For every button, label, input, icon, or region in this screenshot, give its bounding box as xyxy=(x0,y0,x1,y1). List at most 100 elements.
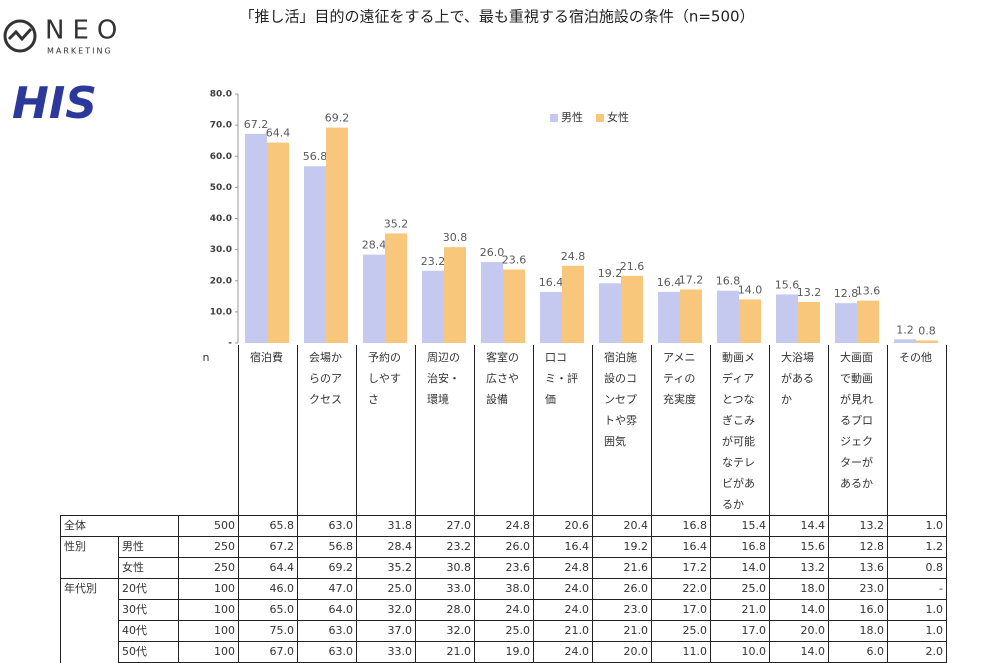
legend-label: 男性 xyxy=(561,110,583,124)
n-cell: 250 xyxy=(178,557,239,579)
legend-swatch xyxy=(550,114,558,122)
value-cell: 24.0 xyxy=(533,599,593,621)
value-cell: 14.0 xyxy=(769,641,829,663)
bar xyxy=(776,294,798,343)
category-header: 予約のしやすさ xyxy=(356,345,416,516)
value-cell: 25.0 xyxy=(710,578,770,600)
value-cell: 6.0 xyxy=(828,641,888,663)
value-cell: 19.0 xyxy=(474,641,534,663)
group-label: 年代別 xyxy=(60,578,119,663)
value-cell: 24.8 xyxy=(474,515,534,537)
header-blank xyxy=(61,345,179,516)
value-cell: 13.6 xyxy=(828,557,888,579)
bar xyxy=(267,142,289,343)
chart-title: 「推し活」目的の遠征をする上で、最も重視する宿泊施設の条件（n=500） xyxy=(239,8,754,26)
value-cell: 14.4 xyxy=(769,515,829,537)
bar xyxy=(363,254,385,343)
neo-logo-mark xyxy=(7,27,33,42)
value-label: 12.8 xyxy=(834,287,859,300)
value-cell: 26.0 xyxy=(592,578,652,600)
value-cell: 16.8 xyxy=(651,515,711,537)
value-cell: 27.0 xyxy=(415,515,475,537)
y-tick-label: - xyxy=(228,339,232,349)
value-cell: 1.0 xyxy=(887,599,947,621)
value-label: 56.8 xyxy=(303,150,328,163)
value-cell: 18.0 xyxy=(828,620,888,642)
value-cell: 1.0 xyxy=(887,620,947,642)
value-cell: 13.2 xyxy=(828,515,888,537)
value-cell: 12.8 xyxy=(828,536,888,558)
value-cell: 56.8 xyxy=(297,536,357,558)
value-label: 67.2 xyxy=(244,118,269,131)
bar xyxy=(894,339,916,343)
value-cell: 24.8 xyxy=(533,557,593,579)
category-header: アメニティの充実度 xyxy=(651,345,711,516)
value-label: 69.2 xyxy=(325,112,350,125)
bar xyxy=(562,265,584,343)
bar xyxy=(658,291,680,343)
bar xyxy=(326,127,348,344)
value-cell: 11.0 xyxy=(651,641,711,663)
n-header: n xyxy=(178,345,239,516)
data-table: n 宿泊費 会場からのアクセス 予約のしやすさ 周辺の治安・環境 客室の広さや設備 口コミ・… xyxy=(60,345,947,663)
value-cell: 28.4 xyxy=(356,536,416,558)
value-cell: 17.0 xyxy=(651,599,711,621)
neo-logo-sub: MARKETING xyxy=(47,47,113,56)
value-label: 21.6 xyxy=(620,260,645,273)
legend-label: 女性 xyxy=(607,110,629,124)
group-label: 性別 xyxy=(60,536,119,579)
category-header: 宿泊費 xyxy=(238,345,298,516)
category-header: 客室の広さや設備 xyxy=(474,345,534,516)
value-cell: 15.4 xyxy=(710,515,770,537)
value-cell: 1.0 xyxy=(887,515,947,537)
bar xyxy=(540,291,562,343)
value-cell: 47.0 xyxy=(297,578,357,600)
category-header: 大浴場があるか xyxy=(769,345,829,516)
bar xyxy=(422,270,444,343)
value-label: 13.2 xyxy=(797,286,822,299)
value-label: 17.2 xyxy=(679,273,704,286)
y-tick-label: 80.0 xyxy=(210,90,232,100)
bar xyxy=(385,233,407,343)
y-tick-label: 10.0 xyxy=(210,307,232,317)
value-cell: 23.0 xyxy=(592,599,652,621)
category-header: 周辺の治安・環境 xyxy=(415,345,475,516)
bar xyxy=(717,290,739,343)
value-cell: 16.8 xyxy=(710,536,770,558)
value-cell: 20.0 xyxy=(769,620,829,642)
value-cell: 65.0 xyxy=(238,599,298,621)
value-cell: 75.0 xyxy=(238,620,298,642)
value-cell: 64.0 xyxy=(297,599,357,621)
value-cell: 63.0 xyxy=(297,515,357,537)
y-tick-label: 30.0 xyxy=(210,245,232,255)
value-label: 30.8 xyxy=(443,231,468,244)
value-cell: 24.0 xyxy=(474,599,534,621)
category-header: 動画メディアとつなぎこみが可能なテレビがあるか xyxy=(710,345,770,516)
value-cell: 28.0 xyxy=(415,599,475,621)
value-cell: - xyxy=(887,578,947,600)
value-cell: 19.2 xyxy=(592,536,652,558)
value-label: 16.4 xyxy=(539,276,564,289)
bar xyxy=(680,289,702,343)
value-cell: 32.0 xyxy=(356,599,416,621)
bar xyxy=(245,133,267,343)
y-tick-label: 40.0 xyxy=(210,214,232,224)
value-cell: 67.0 xyxy=(238,641,298,663)
y-tick-label: 20.0 xyxy=(210,276,232,286)
value-label: 14.0 xyxy=(738,283,763,296)
legend-swatch xyxy=(596,114,604,122)
value-cell: 17.2 xyxy=(651,557,711,579)
value-cell: 10.0 xyxy=(710,641,770,663)
his-logo: HIS xyxy=(12,78,97,129)
value-cell: 14.0 xyxy=(769,599,829,621)
value-label: 16.4 xyxy=(657,276,682,289)
row-label: 30代 xyxy=(118,599,179,621)
n-cell: 100 xyxy=(178,578,239,600)
value-cell: 1.2 xyxy=(887,536,947,558)
value-label: 15.6 xyxy=(775,278,800,291)
value-cell: 31.8 xyxy=(356,515,416,537)
value-cell: 20.6 xyxy=(533,515,593,537)
value-cell: 23.2 xyxy=(415,536,475,558)
